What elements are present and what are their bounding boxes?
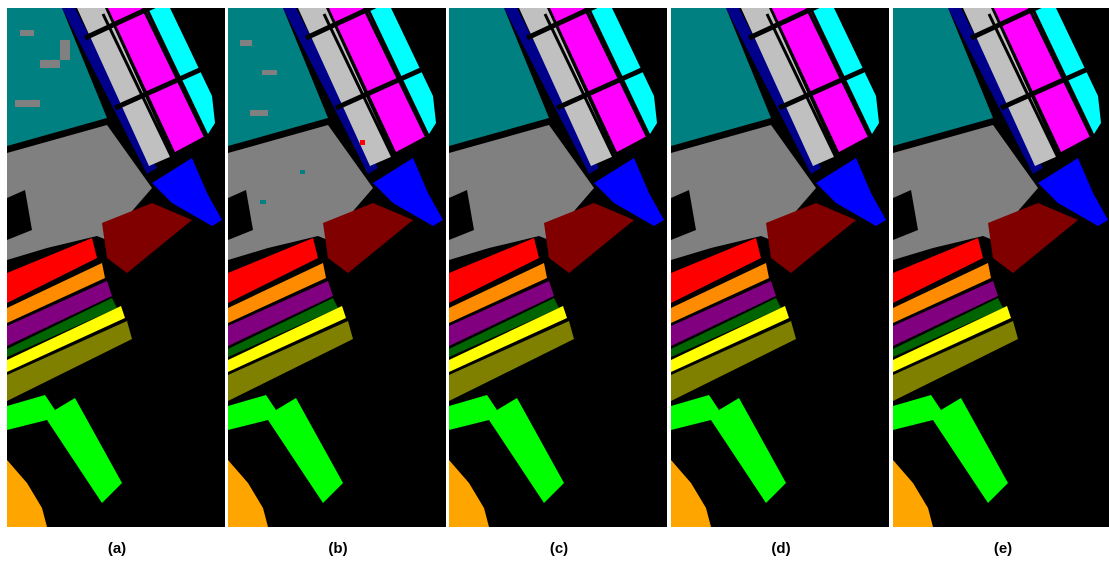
- page: (a)(b)(c)(d)(e) (() => { const data = JS…: [0, 0, 1109, 567]
- panel-label: (d): [771, 540, 790, 557]
- classification-map: [449, 0, 667, 527]
- panel-label: (b): [328, 540, 347, 557]
- panel-label: (c): [550, 540, 568, 557]
- classification-map: [228, 0, 446, 527]
- classification-map: [7, 0, 225, 527]
- figure: (a) (b) (c) (d) (e): [0, 0, 1109, 567]
- panel-label: (e): [994, 540, 1012, 557]
- panels: [7, 0, 1109, 527]
- classification-map: [893, 0, 1109, 527]
- classification-map: [671, 0, 889, 527]
- panel-label: (a): [108, 540, 126, 557]
